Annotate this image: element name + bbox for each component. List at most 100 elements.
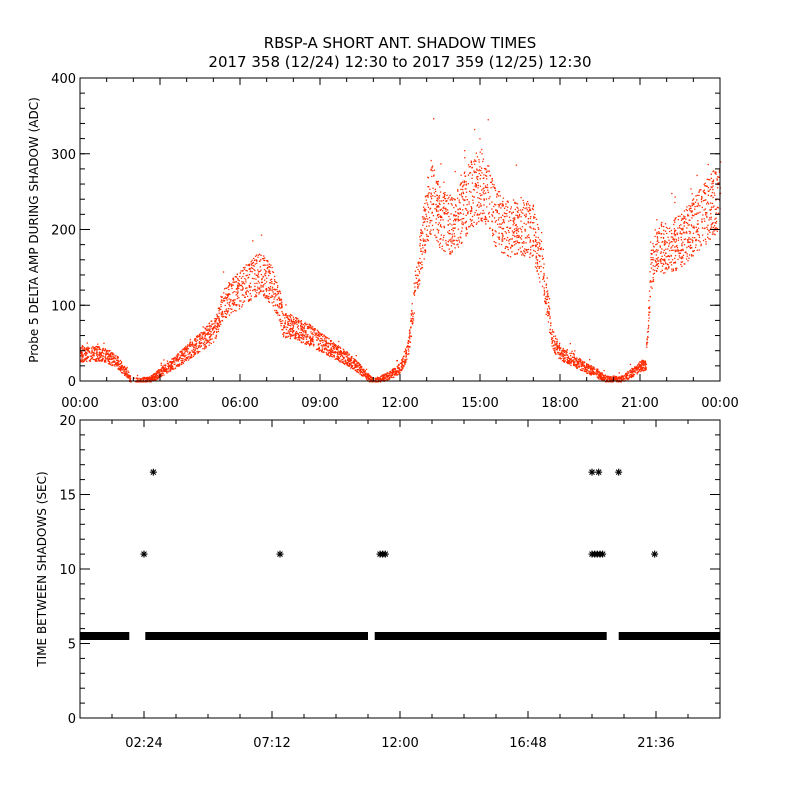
amplitude-data-point (262, 275, 264, 277)
amplitude-data-point (141, 378, 143, 380)
amplitude-data-point (476, 185, 478, 187)
amplitude-data-point (296, 332, 299, 334)
amplitude-data-point (281, 303, 283, 305)
amplitude-data-point (486, 178, 488, 180)
amplitude-data-point (694, 213, 696, 215)
amplitude-data-point (300, 326, 302, 328)
amplitude-data-point (475, 186, 477, 188)
amplitude-data-point (348, 365, 350, 367)
amplitude-data-point (412, 313, 414, 315)
amplitude-data-point (587, 367, 589, 370)
amplitude-data-point (217, 325, 219, 327)
amplitude-data-point (554, 335, 557, 337)
amplitude-data-point (237, 295, 239, 297)
amplitude-data-point (501, 227, 503, 230)
amplitude-data-point (717, 176, 720, 178)
amplitude-data-point (302, 331, 304, 333)
amplitude-data-point (685, 208, 687, 211)
amplitude-data-point (652, 243, 654, 245)
amplitude-data-point (225, 293, 227, 295)
amplitude-data-point (339, 347, 342, 349)
amplitude-data-point (262, 258, 264, 260)
amplitude-data-point (185, 359, 187, 361)
amplitude-data-point (293, 318, 295, 320)
amplitude-data-point (193, 351, 195, 353)
amplitude-data-point (158, 371, 161, 373)
amplitude-data-point (263, 268, 266, 271)
amplitude-data-point (570, 364, 572, 366)
amplitude-data-point (156, 371, 158, 373)
amplitude-data-point (545, 284, 547, 286)
amplitude-data-point (232, 310, 234, 313)
amplitude-data-point (662, 251, 665, 254)
amplitude-data-point (80, 360, 83, 363)
amplitude-data-point (106, 352, 109, 355)
amplitude-data-point (404, 352, 407, 354)
amplitude-data-point (413, 282, 415, 285)
amplitude-data-point (516, 229, 518, 232)
amplitude-data-point (526, 201, 529, 203)
amplitude-data-point (380, 376, 382, 378)
amplitude-data-point (382, 375, 385, 377)
amplitude-data-point (314, 333, 317, 335)
amplitude-data-point (472, 199, 474, 201)
amplitude-data-point (578, 366, 580, 368)
amplitude-data-point (666, 241, 668, 244)
amplitude-data-point (316, 348, 319, 350)
amplitude-data-point (670, 261, 672, 263)
amplitude-data-point (291, 322, 293, 324)
amplitude-data-point (282, 335, 285, 338)
amplitude-data-point (251, 271, 253, 273)
amplitude-data-point (271, 296, 273, 298)
amplitude-data-point (276, 286, 279, 289)
amplitude-data-point (613, 378, 615, 380)
amplitude-data-point (421, 253, 423, 255)
amplitude-data-point (166, 360, 169, 362)
amplitude-data-point (424, 202, 426, 205)
amplitude-data-point (514, 253, 516, 255)
amplitude-data-point (519, 247, 521, 249)
amplitude-data-point (609, 379, 611, 382)
amplitude-data-point (487, 165, 489, 167)
amplitude-data-point (661, 269, 663, 271)
amplitude-data-point (624, 374, 626, 376)
amplitude-data-point (579, 358, 581, 361)
amplitude-data-point (673, 219, 675, 222)
amplitude-data-point (277, 314, 279, 316)
amplitude-data-point (652, 273, 655, 275)
amplitude-data-point (368, 376, 370, 379)
amplitude-data-point (524, 251, 526, 253)
amplitude-data-point (611, 381, 613, 383)
amplitude-data-point (212, 323, 214, 325)
amplitude-data-point (108, 350, 110, 352)
amplitude-data-point (661, 225, 663, 228)
amplitude-data-point (210, 325, 212, 327)
amplitude-data-point (148, 377, 151, 380)
amplitude-data-point (447, 198, 449, 200)
amplitude-data-point (451, 251, 453, 253)
amplitude-data-point (631, 370, 633, 372)
amplitude-data-point (160, 373, 162, 375)
amplitude-data-point (330, 343, 332, 345)
amplitude-data-point (81, 354, 83, 356)
amplitude-data-point (259, 253, 261, 255)
amplitude-data-point (184, 347, 186, 349)
amplitude-data-point (263, 259, 265, 261)
amplitude-data-point (305, 334, 307, 336)
amplitude-data-point (708, 229, 710, 231)
amplitude-data-point (84, 352, 87, 354)
amplitude-data-point (191, 351, 194, 353)
amplitude-data-point (636, 369, 638, 372)
amplitude-data-point (429, 207, 432, 209)
amplitude-data-point (313, 328, 315, 330)
amplitude-data-point (430, 193, 432, 195)
amplitude-data-point (314, 329, 316, 331)
amplitude-data-point (645, 362, 647, 364)
amplitude-data-point (193, 339, 196, 341)
amplitude-data-point (192, 343, 194, 345)
amplitude-data-point (255, 295, 257, 298)
amplitude-data-point (701, 227, 704, 229)
amplitude-data-point (298, 338, 300, 340)
amplitude-data-point (148, 381, 150, 383)
amplitude-data-point (244, 296, 246, 298)
